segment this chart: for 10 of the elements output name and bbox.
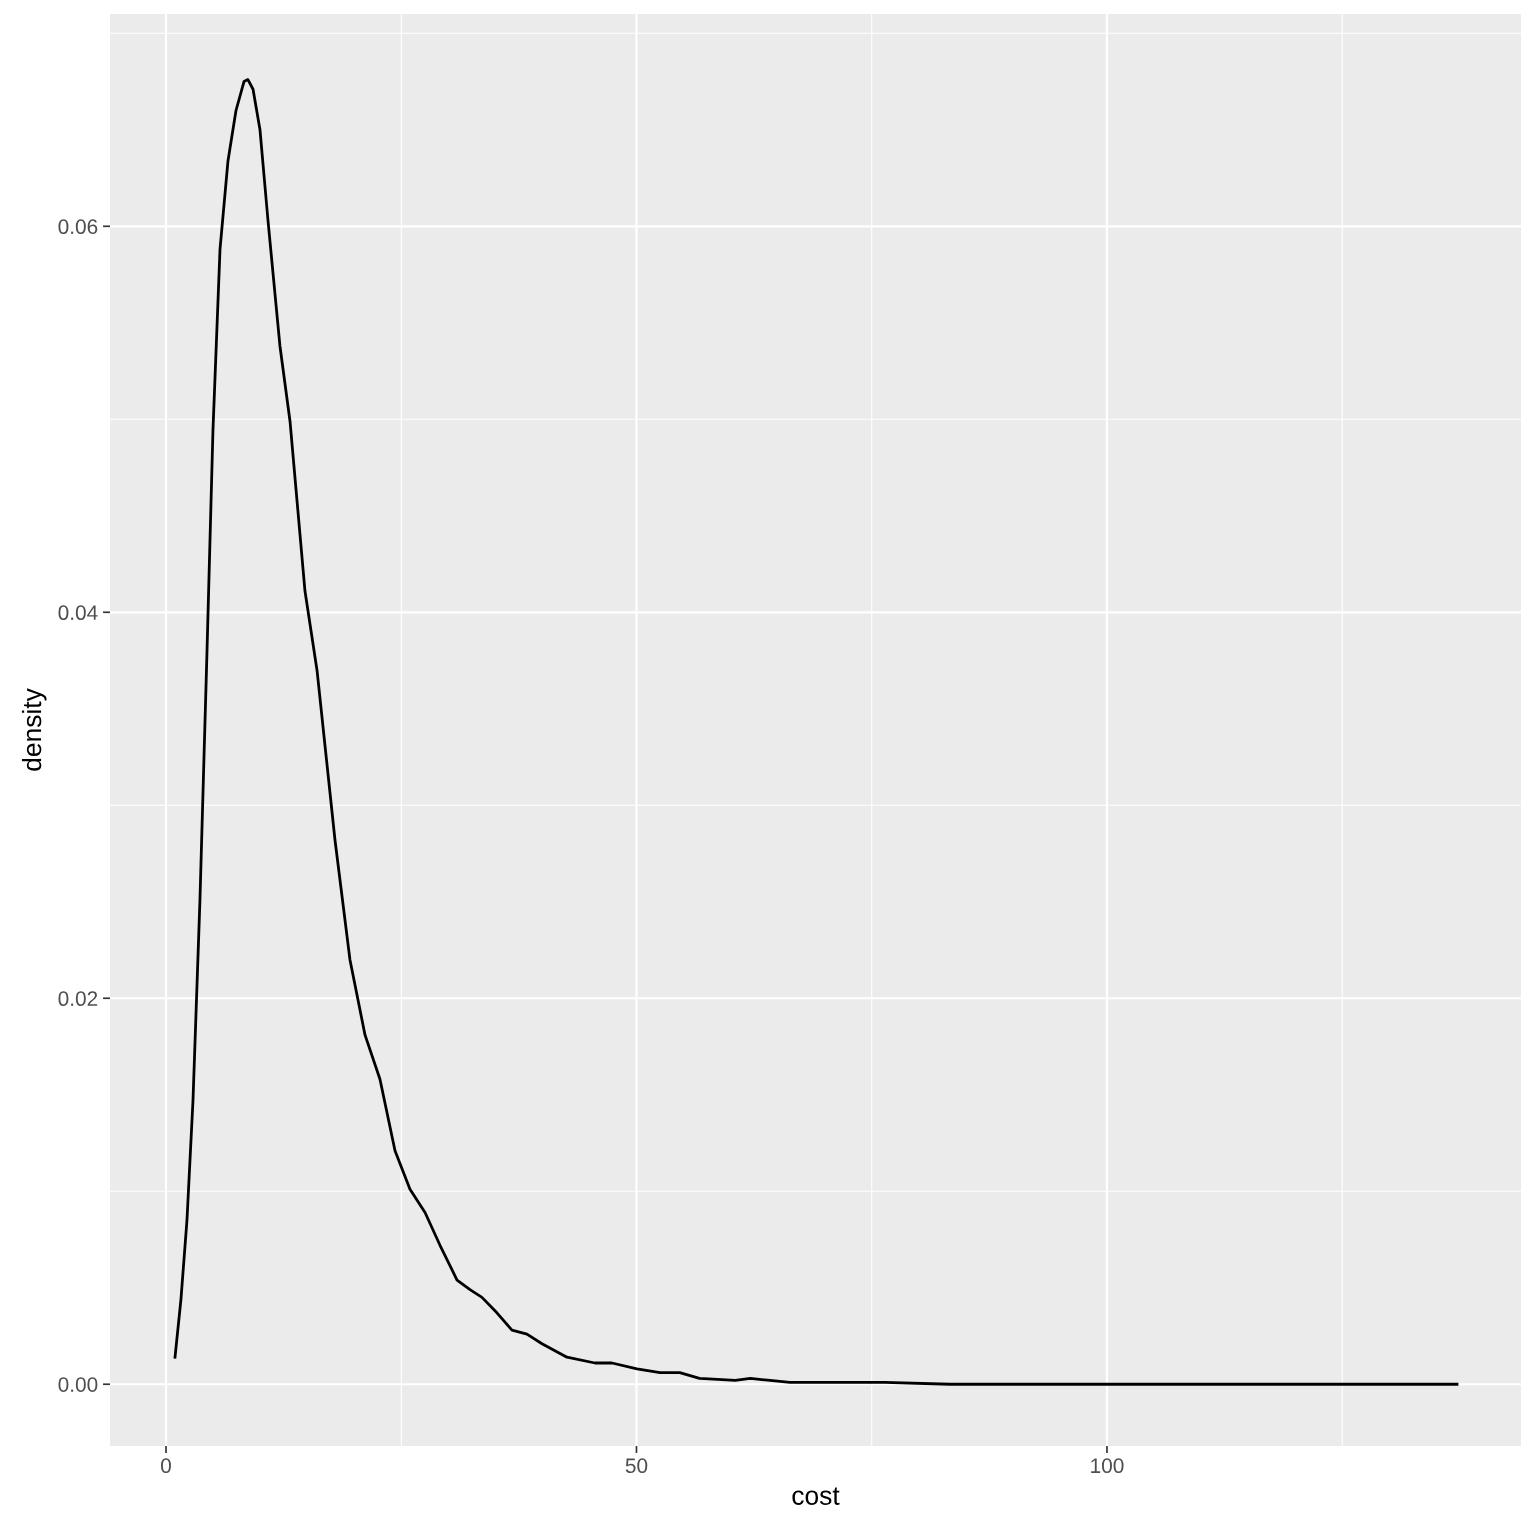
x-axis-title: cost — [792, 1487, 840, 1505]
x-tick-label: 50 — [625, 1458, 648, 1474]
y-tick-label: 0.06 — [58, 219, 98, 235]
y-tick-label: 0.00 — [58, 1377, 98, 1392]
y-tick-label: 0.04 — [58, 605, 98, 621]
y-tick-label: 0.02 — [58, 991, 98, 1007]
x-tick-label: 100 — [1091, 1458, 1124, 1474]
x-tick-label: 0 — [161, 1458, 171, 1474]
line-series — [173, 78, 1459, 1386]
y-axis-title: density — [21, 688, 47, 771]
